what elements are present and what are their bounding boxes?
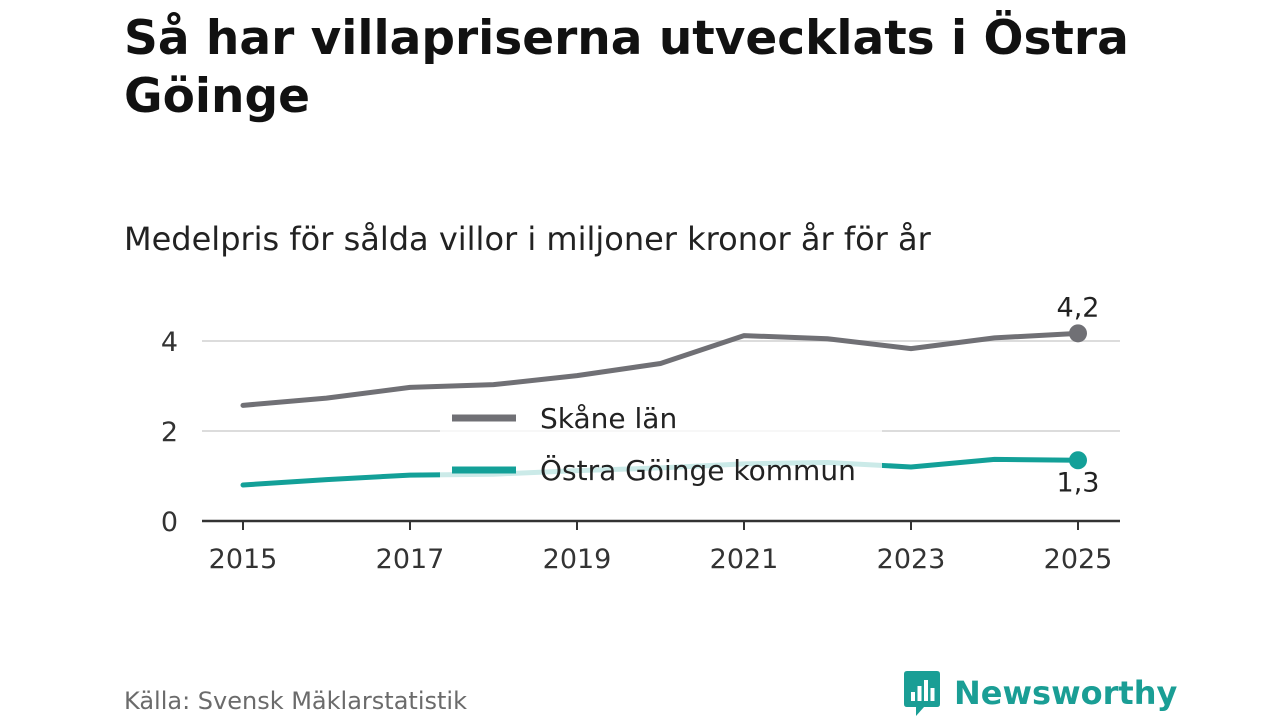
x-tick-label: 2021 [710, 544, 779, 575]
chart-subtitle: Medelpris för sålda villor i miljoner kr… [124, 220, 931, 258]
end-marker-goinge [1069, 451, 1087, 470]
legend-label-goinge: Östra Göinge kommun [540, 453, 856, 487]
x-tick-label: 2019 [543, 544, 612, 575]
x-tick-label: 2017 [376, 544, 445, 575]
brand-logo: Newsworthy [902, 668, 1177, 718]
series-line-skane [240, 330, 1081, 408]
legend-box [440, 396, 882, 494]
y-tick-label: 2 [161, 417, 178, 448]
x-tick-label: 2025 [1044, 544, 1113, 575]
end-label-goinge: 1,3 [1057, 467, 1100, 498]
x-tick-label: 2015 [209, 544, 278, 575]
x-tick-label: 2023 [877, 544, 946, 575]
brand-name: Newsworthy [954, 674, 1178, 712]
y-tick-label: 4 [161, 327, 178, 358]
legend-label-skane: Skåne län [540, 402, 677, 435]
y-tick-label: 0 [161, 507, 178, 538]
page-title: Så har villapriserna utvecklats i Östra … [124, 11, 1129, 124]
end-label-skane: 4,2 [1057, 292, 1100, 323]
end-marker-skane [1069, 324, 1087, 343]
newsworthy-logo-icon [904, 671, 940, 716]
source-note: Källa: Svensk Mäklarstatistik [124, 687, 467, 715]
